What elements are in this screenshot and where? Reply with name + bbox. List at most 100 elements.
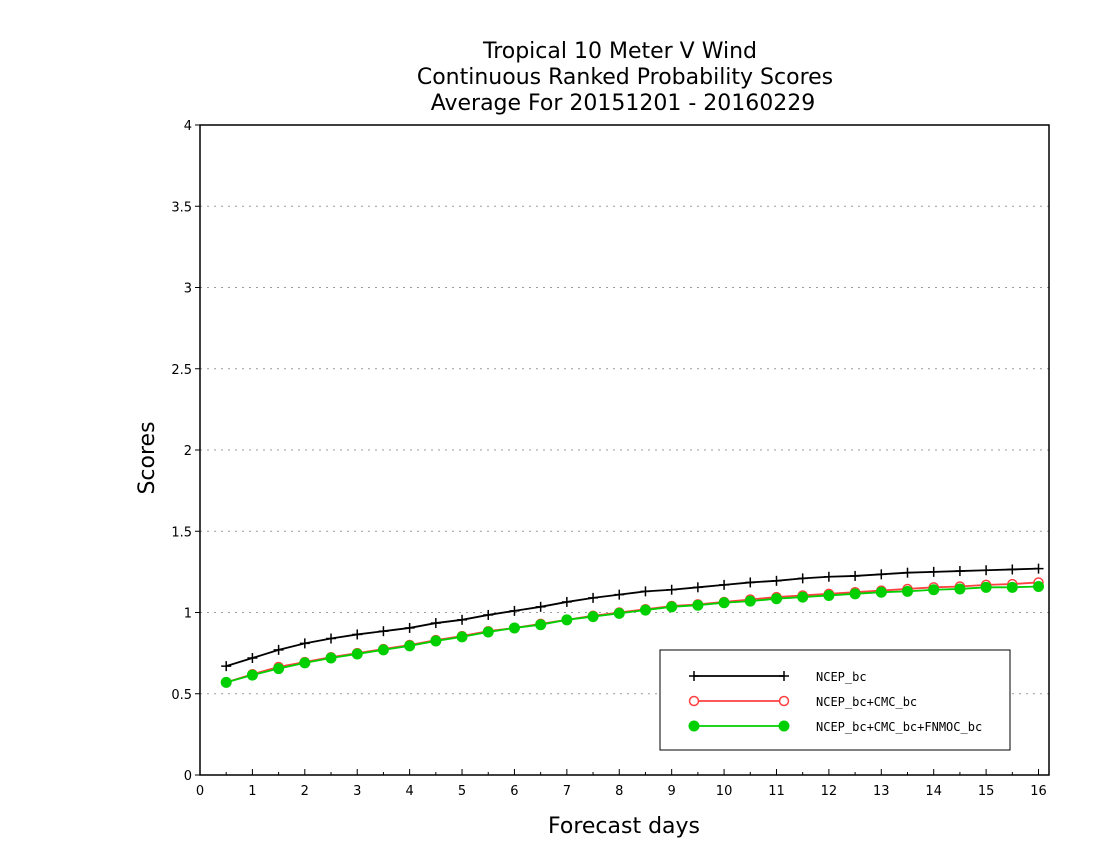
x-tick-label-15: 15 (978, 784, 995, 799)
series-0-point-25 (876, 569, 887, 580)
series-2-point-13 (561, 614, 573, 626)
series-2-point-31 (1033, 581, 1045, 592)
x-axis: 0 1 2 3 4 5 6 7 8 9 10 11 12 13 14 15 16 (196, 769, 1047, 799)
series-0-point-7 (404, 622, 415, 633)
series-0-point-30 (1007, 564, 1018, 575)
x-tick-label-12: 12 (821, 784, 838, 799)
legend-marker-right-2 (778, 720, 790, 732)
y-tick-label-1: 0.5 (171, 688, 192, 703)
series-2-point-22 (797, 591, 809, 603)
series-2-point-29 (980, 581, 992, 593)
y-tick-label-6: 3 (184, 282, 192, 297)
series-0-point-18 (692, 582, 703, 593)
series-0-point-23 (823, 571, 834, 582)
series-0-point-15 (614, 589, 625, 600)
x-tick-label-16: 16 (1030, 784, 1047, 799)
x-tick-label-4: 4 (405, 784, 413, 799)
y-tick-label-3: 1.5 (171, 525, 192, 540)
title-line-2: Continuous Ranked Probability Scores (417, 65, 833, 90)
legend-entry-2: NCEP_bc+CMC_bc+FNMOC_bc (688, 720, 982, 734)
series-0-point-3 (299, 638, 310, 649)
x-tick-label-5: 5 (458, 784, 466, 799)
series-0-point-19 (719, 579, 730, 590)
series-0-point-10 (483, 609, 494, 620)
y-tick-label-0: 0 (184, 769, 192, 784)
y-axis: 0 0.5 1 1.5 2 2.5 3 3.5 4 (171, 119, 200, 784)
series-2-point-10 (482, 626, 494, 638)
x-tick-label-0: 0 (196, 784, 204, 799)
x-tick-label-10: 10 (716, 784, 733, 799)
x-tick-label-7: 7 (563, 784, 571, 799)
legend-marker-left-2 (688, 720, 700, 732)
series-2-point-21 (770, 593, 782, 605)
series-2-point-2 (273, 663, 285, 675)
series-2-point-20 (744, 595, 756, 607)
series-2-point-17 (666, 601, 678, 613)
legend-marker-left-0 (689, 671, 699, 681)
x-tick-label-2: 2 (301, 784, 309, 799)
y-tick-label-8: 4 (184, 119, 192, 134)
legend-entry-1: NCEP_bc+CMC_bc (688, 695, 917, 709)
series-0-point-28 (954, 566, 965, 577)
y-tick-label-7: 3.5 (171, 200, 192, 215)
chart-title: Tropical 10 Meter V Wind Continuous Rank… (417, 39, 833, 116)
x-tick-label-1: 1 (248, 784, 256, 799)
series-0-point-21 (771, 575, 782, 586)
series-2-point-5 (351, 648, 363, 660)
series-2-point-0 (220, 676, 232, 688)
series-2-point-18 (692, 599, 704, 611)
series-0-point-2 (273, 644, 284, 655)
series-2-point-23 (823, 589, 835, 601)
legend-box (659, 649, 1011, 751)
y-tick-label-2: 1 (184, 607, 192, 622)
y-tick-label-4: 2 (184, 444, 192, 459)
series-0-point-11 (509, 605, 520, 616)
series-0-point-29 (981, 565, 992, 576)
series-2-point-19 (718, 597, 730, 609)
legend-label-1: NCEP_bc+CMC_bc (816, 695, 917, 709)
series-0-point-0 (221, 661, 232, 672)
series-0-point-27 (928, 566, 939, 577)
legend-marker-left-1 (688, 695, 700, 707)
x-tick-label-13: 13 (873, 784, 890, 799)
series-0-point-5 (352, 629, 363, 640)
series-0-point-13 (561, 596, 572, 607)
series-2-point-8 (430, 635, 442, 647)
series-0-point-16 (640, 586, 651, 597)
x-axis-title: Forecast days (548, 814, 700, 839)
legend-marker-right-0 (779, 671, 789, 681)
legend: NCEP_bc NCEP_bc+CMC_bc NCEP_bc+CMC_bc+FNMO… (659, 649, 1011, 751)
series-2-point-24 (849, 588, 861, 600)
series-0-point-6 (378, 626, 389, 637)
x-tick-label-8: 8 (615, 784, 623, 799)
series-2-point-9 (456, 631, 468, 643)
x-tick-label-6: 6 (510, 784, 518, 799)
series-2-point-14 (587, 611, 599, 623)
x-tick-label-14: 14 (925, 784, 942, 799)
series-2-point-26 (902, 585, 913, 597)
series-2-point-27 (928, 584, 940, 596)
series-2-point-15 (613, 607, 625, 619)
series-2-point-6 (377, 644, 389, 656)
series-2-point-30 (1006, 581, 1018, 593)
title-line-3: Average For 20151201 - 20160229 (431, 91, 816, 116)
series-0-point-22 (797, 573, 808, 584)
series-2-point-3 (299, 657, 311, 669)
series-2-point-7 (404, 640, 416, 652)
series-0-point-1 (247, 653, 258, 663)
series-0-point-20 (745, 577, 756, 588)
series-0-point-9 (457, 614, 468, 625)
legend-entry-0: NCEP_bc (689, 670, 867, 684)
series-0-point-17 (666, 584, 677, 595)
grid-lines (200, 205, 1049, 695)
series-2-point-28 (954, 583, 966, 595)
y-tick-label-5: 2.5 (171, 363, 192, 378)
series-2-point-1 (246, 669, 258, 681)
series-2 (220, 581, 1045, 688)
legend-label-2: NCEP_bc+CMC_bc+FNMOC_bc (816, 720, 982, 734)
series-2-point-4 (325, 652, 337, 664)
series-0-point-24 (850, 570, 861, 581)
legend-marker-right-1 (778, 695, 790, 707)
x-tick-label-11: 11 (768, 784, 785, 799)
